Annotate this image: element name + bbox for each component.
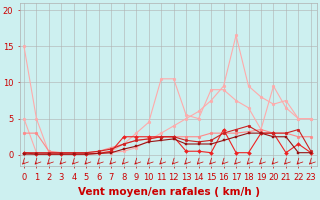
X-axis label: Vent moyen/en rafales ( km/h ): Vent moyen/en rafales ( km/h ) xyxy=(78,187,260,197)
